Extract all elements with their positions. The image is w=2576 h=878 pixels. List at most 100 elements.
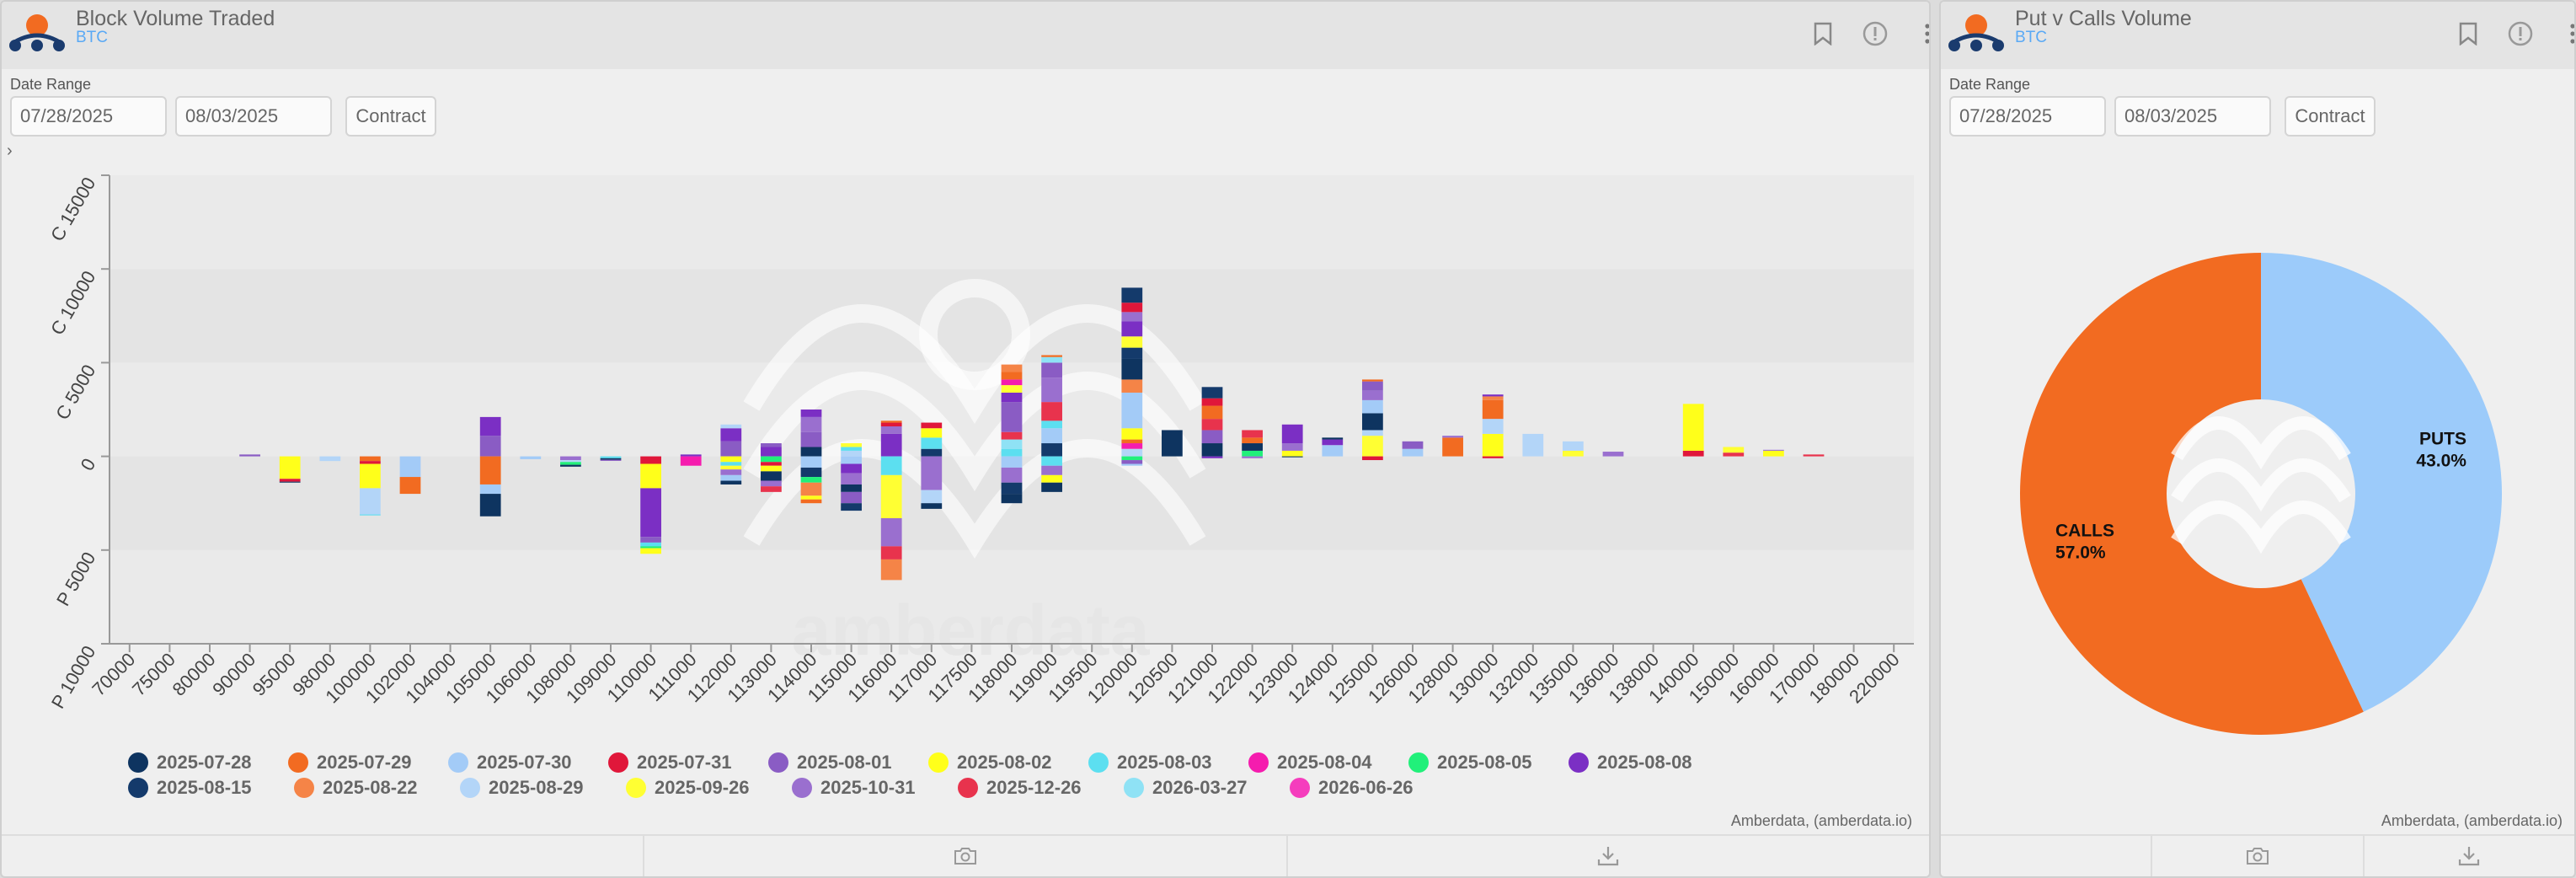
legend-item[interactable]: 2026-03-27 (1124, 777, 1290, 799)
bar-segment[interactable] (1041, 428, 1062, 444)
bar-segment[interactable] (720, 424, 742, 429)
bar-segment[interactable] (1041, 355, 1062, 357)
bar-segment[interactable] (800, 416, 822, 432)
bar-segment[interactable] (1041, 420, 1062, 429)
legend-item[interactable]: 2025-08-05 (1408, 752, 1569, 774)
info-icon[interactable] (1862, 20, 1889, 47)
bar-segment[interactable] (360, 463, 381, 489)
bar-segment[interactable] (841, 443, 862, 447)
bar-segment[interactable] (1442, 436, 1463, 438)
bar-segment[interactable] (720, 462, 742, 466)
legend-item[interactable]: 2025-09-26 (626, 777, 792, 799)
bar-segment[interactable] (921, 503, 943, 509)
bar-segment[interactable] (1242, 437, 1263, 444)
bar-segment[interactable] (1682, 450, 1704, 457)
bar-segment[interactable] (921, 428, 943, 438)
bar-segment[interactable] (479, 416, 501, 436)
bar-segment[interactable] (1001, 456, 1023, 468)
bar-segment[interactable] (1001, 448, 1023, 457)
bar-segment[interactable] (680, 454, 702, 457)
bar-segment[interactable] (1001, 379, 1023, 386)
legend-item[interactable]: 2025-08-04 (1248, 752, 1408, 774)
info-icon[interactable] (2507, 20, 2534, 47)
bar-segment[interactable] (1563, 450, 1584, 457)
bar-segment[interactable] (1442, 437, 1463, 457)
bar-segment[interactable] (360, 456, 381, 462)
bar-segment[interactable] (800, 495, 822, 500)
bar-segment[interactable] (880, 559, 902, 581)
bar-segment[interactable] (1281, 456, 1303, 458)
bar-segment[interactable] (1041, 474, 1062, 483)
bar-segment[interactable] (640, 488, 661, 538)
bar-segment[interactable] (1001, 392, 1023, 403)
pie-slice[interactable] (2261, 253, 2502, 712)
bar-segment[interactable] (1121, 379, 1143, 393)
bar-segment[interactable] (1281, 424, 1303, 444)
bar-segment[interactable] (520, 456, 542, 459)
bar-segment[interactable] (1281, 443, 1303, 451)
bar-segment[interactable] (1001, 364, 1023, 372)
bar-segment[interactable] (560, 462, 581, 465)
bar-segment[interactable] (1121, 448, 1143, 457)
bar-segment[interactable] (1201, 419, 1223, 431)
start-date-input[interactable] (1949, 96, 2106, 137)
bar-segment[interactable] (1723, 447, 1745, 453)
bar-segment[interactable] (800, 467, 822, 478)
bar-segment[interactable] (1362, 413, 1383, 431)
bar-segment[interactable] (1162, 430, 1183, 457)
bar-segment[interactable] (600, 458, 622, 460)
bar-segment[interactable] (880, 474, 902, 518)
end-date-input[interactable] (175, 96, 332, 137)
bar-segment[interactable] (1201, 456, 1223, 458)
bar-segment[interactable] (399, 456, 421, 478)
bar-segment[interactable] (640, 546, 661, 549)
bar-segment[interactable] (800, 431, 822, 447)
legend-item[interactable]: 2025-10-31 (792, 777, 958, 799)
bar-segment[interactable] (841, 450, 862, 457)
bar-segment[interactable] (1121, 347, 1143, 359)
bar-segment[interactable] (1001, 467, 1023, 483)
bar-segment[interactable] (761, 471, 782, 481)
bar-segment[interactable] (600, 459, 622, 461)
bar-segment[interactable] (1402, 441, 1424, 449)
bar-segment[interactable] (1242, 430, 1263, 438)
bar-segment[interactable] (921, 422, 943, 429)
more-icon[interactable] (1914, 20, 1929, 47)
bar-segment[interactable] (360, 461, 381, 464)
bar-segment[interactable] (800, 482, 822, 496)
bar-segment[interactable] (841, 491, 862, 504)
bar-segment[interactable] (1362, 390, 1383, 400)
legend-item[interactable]: 2026-06-26 (1290, 777, 1456, 799)
bar-segment[interactable] (1001, 439, 1023, 449)
bar-segment[interactable] (1362, 456, 1383, 461)
bar-segment[interactable] (1121, 321, 1143, 337)
bar-segment[interactable] (761, 462, 782, 466)
bar-segment[interactable] (1723, 452, 1745, 457)
bar-segment[interactable] (1602, 452, 1624, 457)
bar-segment[interactable] (1121, 443, 1143, 449)
bar-segment[interactable] (479, 494, 501, 517)
bar-segment[interactable] (1763, 449, 1784, 451)
bar-segment[interactable] (880, 546, 902, 559)
bar-segment[interactable] (1121, 460, 1143, 464)
legend-item[interactable]: 2025-07-31 (608, 752, 768, 774)
bar-segment[interactable] (600, 456, 622, 458)
camera-button[interactable] (2152, 836, 2365, 876)
bar-segment[interactable] (560, 464, 581, 467)
bar-segment[interactable] (1682, 404, 1704, 451)
bar-segment[interactable] (720, 441, 742, 457)
bar-segment[interactable] (680, 456, 702, 466)
contract-button[interactable]: Contract (345, 96, 436, 137)
bar-segment[interactable] (880, 456, 902, 475)
bar-segment[interactable] (1482, 394, 1504, 397)
bar-segment[interactable] (720, 474, 742, 481)
legend-item[interactable]: 2025-07-28 (128, 752, 288, 774)
bar-segment[interactable] (841, 463, 862, 474)
bar-segment[interactable] (841, 503, 862, 511)
bar-segment[interactable] (239, 454, 260, 457)
bar-segment[interactable] (1201, 430, 1223, 444)
bar-segment[interactable] (841, 447, 862, 451)
bar-segment[interactable] (1121, 336, 1143, 348)
more-icon[interactable] (2559, 20, 2574, 47)
bar-segment[interactable] (1522, 433, 1544, 457)
